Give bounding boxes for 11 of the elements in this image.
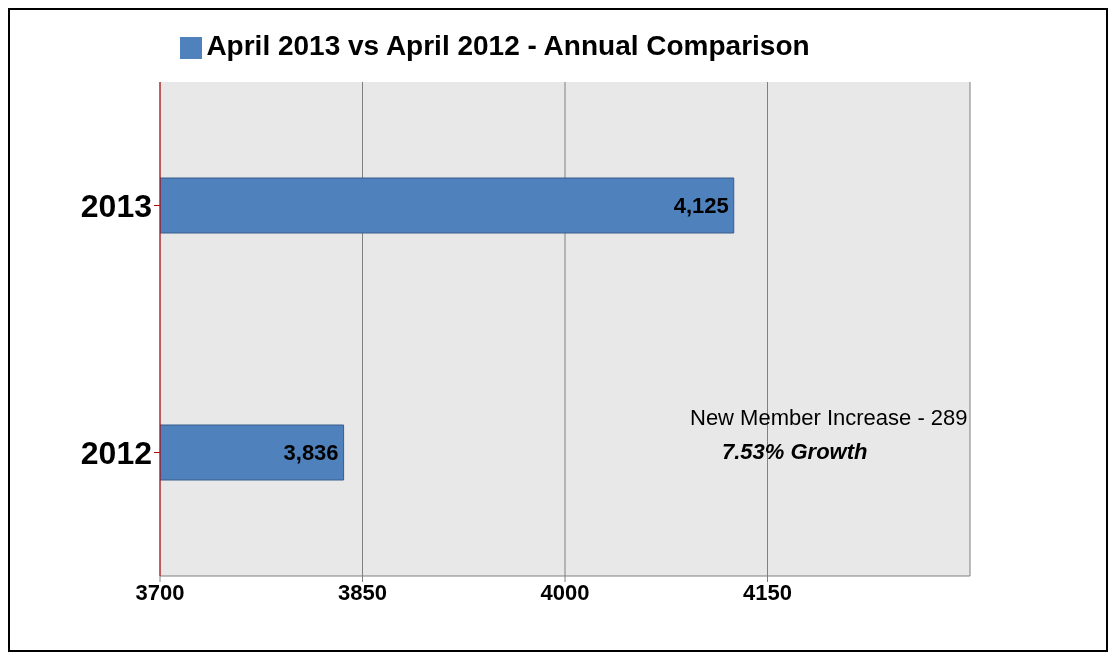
annotation: New Member Increase - 289 — [690, 405, 968, 431]
annotation: 7.53% Growth — [722, 439, 868, 465]
y-tick-label: 2013 — [80, 187, 152, 224]
y-tick-label: 2012 — [80, 434, 152, 471]
data-label: 3,836 — [283, 440, 339, 466]
x-tick-label: 3700 — [135, 579, 185, 605]
x-tick-label: 3850 — [338, 579, 387, 605]
x-tick-label: 4150 — [743, 579, 792, 605]
data-label: 4,125 — [673, 193, 729, 219]
x-tick-label: 4000 — [540, 579, 590, 605]
legend-label: April 2013 vs April 2012 - Annual Comparison — [206, 30, 810, 61]
